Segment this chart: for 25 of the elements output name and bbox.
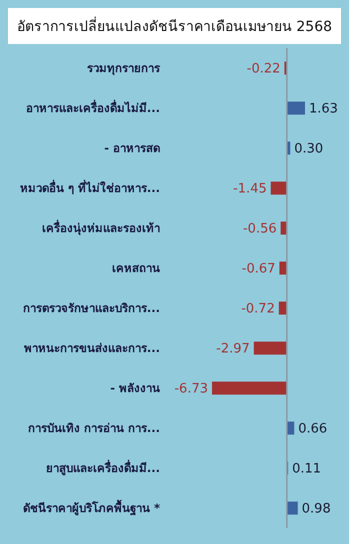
y-tick-label: เครื่องนุ่งห่มและรองเท้า <box>42 219 160 236</box>
y-tick-label: - อาหารสด <box>104 141 160 156</box>
y-tick-label: การตรวจรักษาและบริการ... <box>22 301 160 316</box>
data-label: 0.98 <box>302 502 331 517</box>
y-tick-label: ดัชนีราคาผู้บริโภคพื้นฐาน * <box>22 499 160 516</box>
data-label: -0.72 <box>241 302 275 317</box>
data-label: -0.67 <box>242 262 276 277</box>
y-tick-label: เคหสถาน <box>112 261 160 276</box>
data-label: 1.63 <box>309 102 338 117</box>
data-label: 0.11 <box>292 462 322 477</box>
data-label: -0.22 <box>246 62 280 77</box>
y-tick-label: รวมทุกรายการ <box>87 61 161 76</box>
y-tick-label: - พลังงาน <box>110 381 160 396</box>
y-tick-label: ยาสูบและเครื่องดื่มมี... <box>46 459 160 476</box>
data-label: 0.66 <box>298 422 328 437</box>
y-tick-label: หมวดอื่น ๆ ที่ไม่ใช่อาหาร... <box>20 179 160 196</box>
data-label: 0.30 <box>294 142 324 157</box>
data-label: -6.73 <box>174 382 208 397</box>
data-label: -0.56 <box>242 222 277 237</box>
data-label: -2.97 <box>216 342 250 357</box>
y-tick-label: พาหนะการขนส่งและการ... <box>24 341 160 356</box>
chart-title: อัตราการเปลี่ยนแปลงดัชนีราคาเดือนเมษายน 2568 <box>8 8 341 44</box>
y-tick-label: การบันเทิง การอ่าน การ... <box>28 421 160 436</box>
y-tick-label: อาหารและเครื่องดื่มไม่มี... <box>26 99 160 116</box>
data-label: -1.45 <box>233 182 267 197</box>
